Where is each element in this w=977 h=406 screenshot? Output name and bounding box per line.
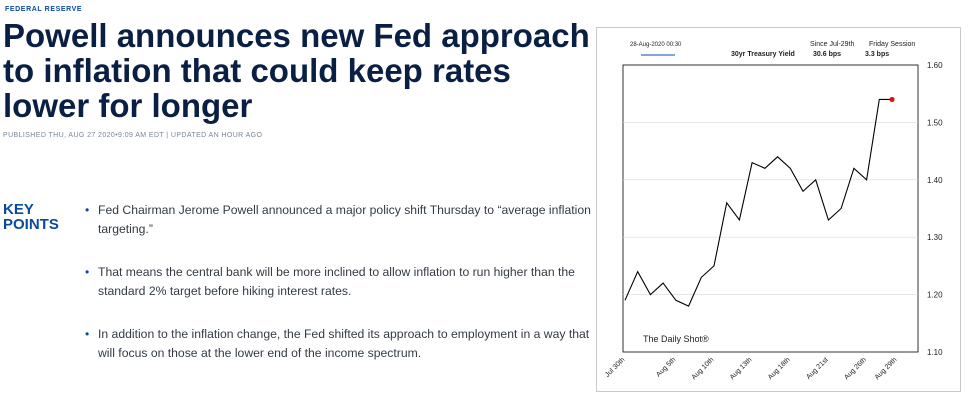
series-line-30yr-yield xyxy=(624,98,892,307)
y-tick-label: 1.20 xyxy=(927,291,943,300)
key-point-item: • That means the central bank will be mo… xyxy=(82,263,596,301)
gridlines xyxy=(623,122,918,295)
x-tick-label: Jul 30th xyxy=(604,356,626,378)
chart-series-label: 30yr Treasury Yield xyxy=(731,51,795,58)
bullet-icon: • xyxy=(85,203,90,217)
x-tick-label: Aug 26th xyxy=(843,356,868,381)
key-points-list: • Fed Chairman Jerome Powell announced a… xyxy=(82,201,596,363)
key-point-item: • Fed Chairman Jerome Powell announced a… xyxy=(82,201,596,239)
y-tick-label: 1.60 xyxy=(927,61,943,70)
y-tick-label: 1.40 xyxy=(927,176,943,185)
x-tick-label: Aug 29th xyxy=(874,356,899,381)
chart-since-label: Since Jul-29th xyxy=(810,41,854,48)
bullet-icon: • xyxy=(85,265,90,279)
y-tick-label: 1.50 xyxy=(927,118,943,127)
bullet-icon: • xyxy=(85,327,90,341)
y-tick-label: 1.10 xyxy=(927,348,943,357)
x-axis: Jul 30th Aug 5th Aug 10th Aug 13th Aug 18th A… xyxy=(604,356,898,381)
plot-frame xyxy=(622,64,919,353)
article-headline: Powell announces new Fed approach to inf… xyxy=(3,17,590,124)
key-point-text: That means the central bank will be more… xyxy=(98,265,575,298)
x-tick-label: Aug 18th xyxy=(767,356,792,381)
x-tick-label: Aug 21st xyxy=(805,356,830,381)
last-point-marker xyxy=(889,96,895,103)
chart-session-label: Friday Session xyxy=(869,41,915,48)
key-points-word-1: KEY xyxy=(3,201,34,218)
key-point-item: • In addition to the inflation change, t… xyxy=(82,325,596,363)
y-tick-label: 1.30 xyxy=(927,233,943,242)
x-tick-label: Aug 5th xyxy=(655,356,677,378)
key-points-label: KEY POINTS xyxy=(3,202,59,232)
chart-session-value: 3.3 bps xyxy=(865,51,889,58)
key-point-text: In addition to the inflation change, the… xyxy=(98,327,590,360)
x-tick-label: Aug 13th xyxy=(729,356,754,381)
chart-svg: 28-Aug-2020 00:30 Since Jul-29th Friday … xyxy=(604,41,943,381)
chart-since-value: 30.6 bps xyxy=(813,51,841,58)
section-label[interactable]: FEDERAL RESERVE xyxy=(5,6,83,13)
y-axis: 1.60 1.50 1.40 1.30 1.20 1.10 xyxy=(927,61,943,357)
key-point-text: Fed Chairman Jerome Powell announced a m… xyxy=(98,203,591,236)
chart-timestamp: 28-Aug-2020 00:30 xyxy=(630,42,682,48)
key-points-word-2: POINTS xyxy=(3,216,59,233)
chart-watermark: The Daily Shot® xyxy=(643,334,709,344)
x-tick-label: Aug 10th xyxy=(691,356,716,381)
article-byline: PUBLISHED THU, AUG 27 2020•9:09 AM EDT |… xyxy=(3,132,263,139)
treasury-yield-chart: 28-Aug-2020 00:30 Since Jul-29th Friday … xyxy=(596,27,961,392)
